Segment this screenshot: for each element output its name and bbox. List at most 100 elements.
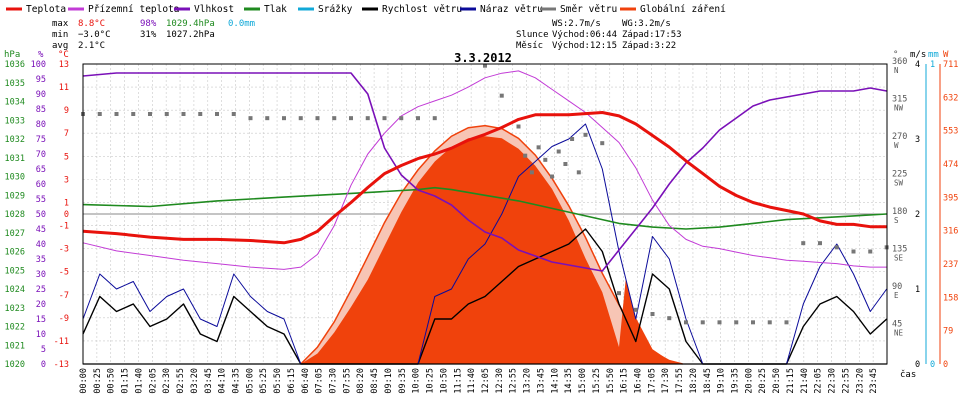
humidity-tick-label: 0	[41, 360, 46, 370]
pressure-tick-label: 1034	[5, 98, 25, 108]
wind-dir-point	[332, 116, 337, 121]
wind-dir-point	[767, 320, 772, 325]
sun-rise: Východ:06:44	[552, 30, 617, 40]
wind-dir-point	[617, 291, 621, 296]
wind-dir-point	[97, 112, 102, 116]
temperature-tick-label: -13	[54, 360, 69, 370]
x-tick-label: 00:00	[79, 368, 89, 394]
temperature-tick-label: 7	[64, 129, 69, 139]
x-tick-label: 22:30	[828, 368, 838, 394]
temperature-tick-label: 5	[64, 152, 69, 162]
wind-dir-point	[570, 137, 575, 141]
x-tick-label: 05:50	[273, 368, 283, 394]
radiation-tick-label: 0	[943, 360, 948, 370]
humidity-line	[82, 72, 887, 272]
x-tick-label: 05:00	[245, 368, 255, 394]
x-tick-label: 02:30	[162, 368, 172, 394]
x-tick-label: 02:05	[148, 368, 158, 394]
wind-dir-point	[198, 112, 203, 116]
pressure-tick-label: 1020	[5, 360, 25, 370]
x-tick-label: 07:30	[329, 368, 339, 394]
wind-dir-point	[483, 63, 487, 68]
wind-dir-point	[399, 116, 404, 121]
wind-dir-point	[365, 116, 370, 121]
pressure-tick-label: 1023	[5, 304, 25, 314]
wind-dir-compass-label: SW	[894, 179, 904, 188]
wind-dir-point	[131, 112, 136, 116]
x-tick-label: 11:40	[467, 368, 477, 394]
x-tick-label: 02:55	[176, 368, 186, 394]
humidity-tick-label: 55	[36, 195, 46, 205]
radiation-tick-label: 711	[943, 60, 958, 70]
wind-speed-tick-label: 3	[915, 135, 920, 145]
temperature-tick-label: 11	[59, 83, 69, 93]
legend-label-naraz-vetru: Náraz větru	[480, 4, 543, 15]
x-tick-label: 16:40	[633, 368, 643, 394]
x-tick-label: 04:10	[218, 368, 228, 394]
x-tick-label: 10:50	[439, 368, 449, 394]
wind-dir-point	[868, 249, 873, 254]
pressure-tick-label: 1029	[5, 191, 25, 201]
humidity-tick-label: 30	[36, 270, 46, 280]
humidity-tick-label: 25	[36, 285, 46, 295]
x-tick-label: 03:20	[190, 368, 200, 394]
wind-dir-point	[700, 320, 705, 325]
pressure-tick-label: 1035	[5, 79, 25, 89]
stat-avg-temp: 2.1°C	[78, 41, 105, 51]
wind-dir-point	[751, 320, 755, 325]
x-tick-label: 13:45	[536, 368, 546, 394]
x-tick-label: 18:20	[689, 368, 699, 394]
legend-label-vlhkost: Vlhkost	[194, 4, 234, 15]
wind-dir-tick-label: 45	[892, 320, 902, 330]
legend-label-teplota: Teplota	[26, 4, 66, 15]
humidity-tick-label: 5	[41, 345, 46, 355]
temperature-tick-label: -7	[59, 291, 69, 301]
temperature-tick-label: -3	[59, 245, 69, 255]
wind-dir-point	[315, 116, 320, 121]
sun-label: Slunce	[516, 30, 549, 40]
wind-dir-point	[298, 116, 303, 121]
wind-dir-point	[516, 124, 521, 129]
wind-speed-tick-label: 4	[915, 60, 920, 70]
pressure-axis-unit: hPa	[4, 50, 20, 60]
stat-avg-label: avg	[52, 41, 68, 51]
wind-dir-point	[523, 153, 528, 158]
pressure-tick-label: 1028	[5, 210, 25, 220]
x-tick-label: 11:15	[453, 368, 463, 394]
wind-dir-point	[148, 112, 152, 116]
radiation-tick-label: 395	[943, 193, 958, 203]
humidity-tick-label: 60	[36, 180, 46, 190]
x-tick-label: 01:15	[121, 368, 131, 394]
x-tick-label: 09:10	[384, 368, 394, 394]
wind-speed-tick-label: 2	[915, 210, 920, 220]
x-tick-label: 14:35	[564, 368, 574, 394]
wind-dir-point	[181, 112, 186, 116]
wind-dir-point	[684, 320, 688, 325]
wind-speed-axis-unit: m/s	[910, 50, 926, 60]
pressure-tick-label: 1024	[5, 285, 25, 295]
x-tick-label: 07:05	[315, 368, 325, 394]
wind-dir-point	[416, 116, 420, 121]
wind-dir-point	[550, 174, 554, 179]
x-tick-label: 23:45	[869, 368, 879, 394]
wind-dir-point	[834, 245, 839, 250]
temperature-tick-label: 1	[64, 198, 69, 208]
wind-dir-compass-label: N	[894, 66, 899, 75]
humidity-tick-label: 85	[36, 105, 46, 115]
wind-dir-point	[382, 116, 387, 121]
humidity-tick-label: 75	[36, 135, 46, 145]
humidity-tick-label: 95	[36, 75, 46, 85]
x-tick-label: 20:00	[744, 368, 754, 394]
humidity-tick-label: 50	[36, 210, 46, 220]
chart-title: 3.3.2012	[454, 51, 512, 65]
wind-dir-tick-label: 225	[892, 170, 907, 180]
temperature-tick-label: 9	[64, 106, 69, 116]
x-tick-label: 21:40	[800, 368, 810, 394]
humidity-tick-label: 20	[36, 300, 46, 310]
x-tick-label: 06:15	[287, 368, 297, 394]
x-tick-label: 17:55	[675, 368, 685, 394]
axis-unit-labels: hPa % °C ° m/s mm W	[4, 50, 949, 60]
wind-dir-point	[265, 116, 270, 121]
stats-block: max 8.8°C 98% 1029.4hPa 0.0mm min −3.0°C…	[52, 19, 682, 51]
